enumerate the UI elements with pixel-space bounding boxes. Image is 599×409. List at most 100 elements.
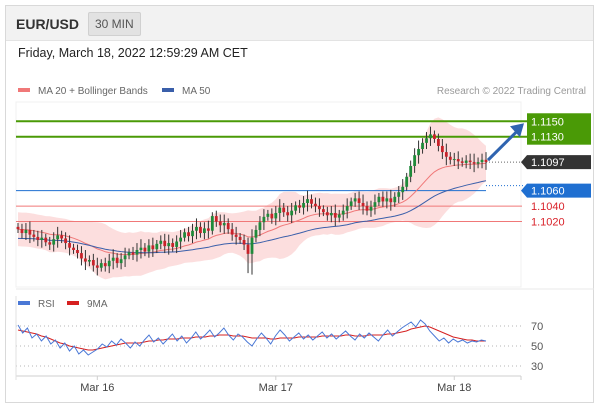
candle-body [214,216,218,222]
rsi-line [17,319,487,356]
candle-body [357,198,361,203]
last-price-label: 1.1097 [531,157,565,169]
candle-body [242,239,246,245]
candle-body [440,145,444,153]
candle-body [36,236,40,240]
x-tick-label: Mar 16 [80,382,114,394]
candle-body [218,221,222,226]
candle-body [171,243,175,247]
candle-body [456,159,460,162]
resistance-label-box [527,128,591,145]
rsi-tick-label: 30 [531,361,543,373]
rsi-legend-swatch [67,301,79,305]
candle-body [99,263,103,268]
candle-body [179,237,183,242]
candle-body [437,139,440,146]
candle-body [95,265,99,268]
legend-swatch [162,88,174,92]
candle-body [444,152,448,157]
candle-body [163,240,167,247]
rsi-tick-label: 50 [531,341,543,353]
candle-body [274,213,278,219]
candle-body [191,230,194,237]
candle-body [302,202,305,208]
candle-body [20,229,24,234]
legend-swatch [18,88,30,92]
candle-body [278,207,282,213]
candle-body [107,260,111,267]
candle-body [48,242,52,245]
candle-body [341,210,345,215]
price-plot-area [15,101,522,288]
candle-body [401,186,405,193]
candle-body [290,210,294,216]
candle-body [266,213,270,217]
chart-header: EUR/USD 30 MIN [6,6,593,41]
candle-body [385,198,389,202]
chart-datetime: Friday, March 18, 2022 12:59:29 AM CET [18,46,248,60]
candle-body [16,226,20,230]
candle-body [206,228,210,231]
candle-body [448,156,452,160]
candle-body [433,134,436,139]
candle-body [476,162,480,164]
candle-body [460,161,464,163]
candle-body [306,199,309,203]
candle-body [143,247,147,252]
resistance-label-box [527,113,591,130]
rsi-legend-label: 9MA [87,299,108,310]
candle-body [123,255,127,260]
candle-body [270,213,274,219]
candle-body [167,243,171,247]
candle-body [365,206,369,211]
candle-body [397,192,401,197]
symbol-label: EUR/USD [16,16,80,32]
candle-body [210,216,214,231]
rsi-9ma-line [17,325,486,351]
forecast-arrowhead [510,123,524,138]
candle-body [238,236,242,240]
candle-body [282,207,286,213]
candle-body [325,212,329,216]
candle-body [151,245,155,250]
candle-body [87,260,91,262]
candle-body [24,229,28,234]
candle-body [80,253,83,259]
candle-body [349,201,353,207]
candle-body [131,252,135,255]
candle-body [230,229,234,235]
timeframe-button[interactable]: 30 MIN [88,12,141,36]
forecast-arrow [486,131,518,162]
candle-body [135,250,139,255]
candle-body [298,205,301,208]
candle-body [484,159,488,163]
candle-body [361,202,365,207]
candle-body [159,240,163,244]
candle-body [373,202,377,207]
last-price-marker [521,155,591,170]
pivot-marker [521,183,591,198]
candle-body [40,237,44,240]
candle-body [452,159,456,161]
candle-body [294,205,298,211]
candle-body [429,134,432,139]
candle-body [377,196,381,203]
candle-body [417,149,420,156]
legend-label: MA 20 + Bollinger Bands [38,86,148,97]
candle-body [183,232,186,238]
copyright-text: Research © 2022 Trading Central [437,86,586,97]
candle-body [468,160,472,163]
candle-body [262,216,266,223]
candle-body [472,162,476,164]
x-tick-label: Mar 18 [437,382,471,394]
legend-label: MA 50 [182,86,211,97]
candle-body [381,196,385,202]
candle-body [353,198,357,202]
pivot-label: 1.1060 [531,186,565,198]
candle-body [405,176,409,187]
candle-body [413,155,417,166]
candle-body [187,232,190,237]
candle-body [44,237,48,243]
rsi-tick-label: 70 [531,321,543,333]
